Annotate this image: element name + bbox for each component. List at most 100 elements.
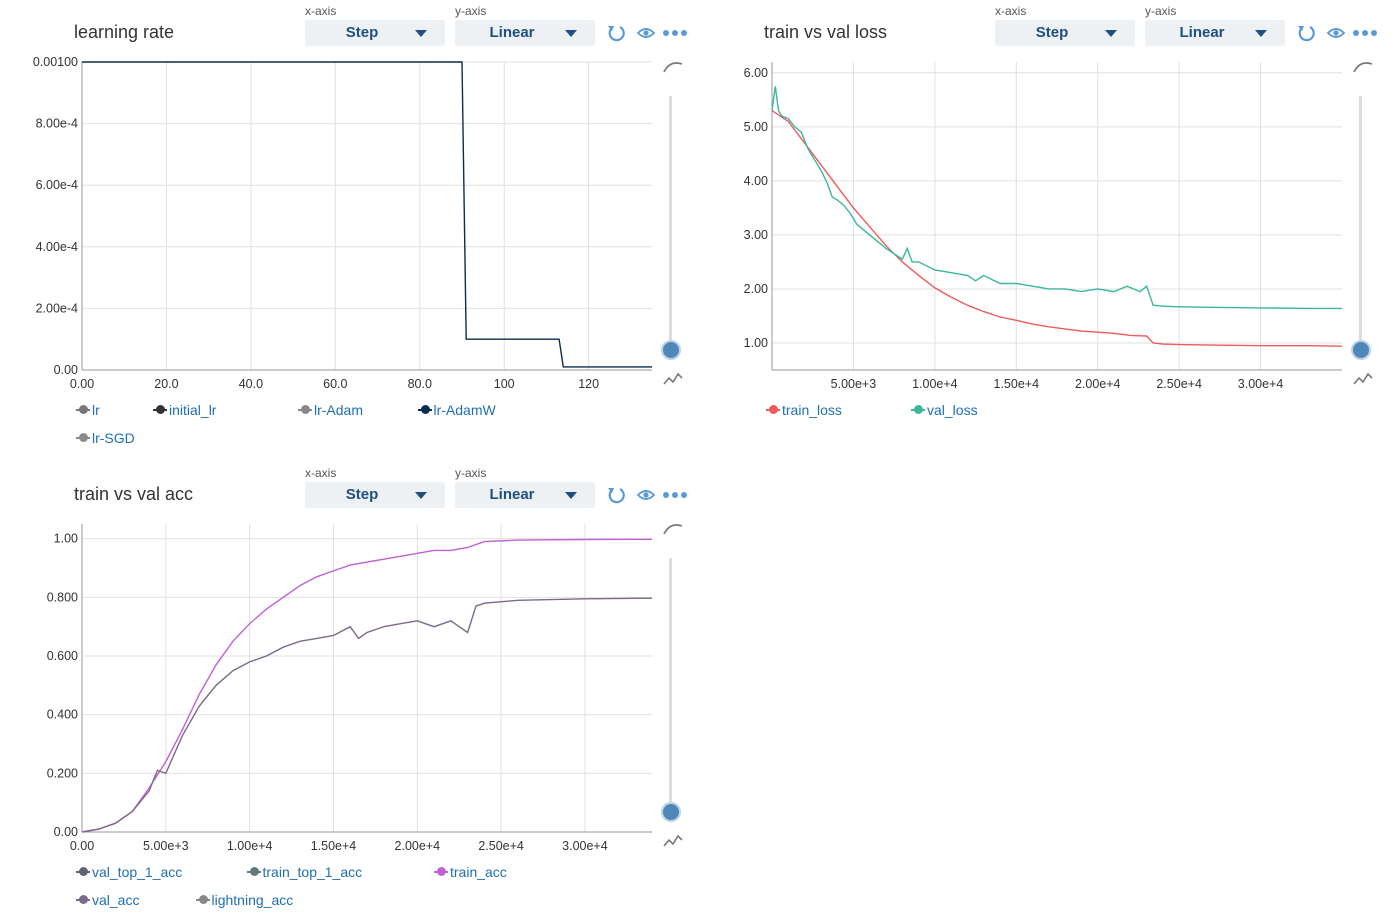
y-axis-dropdown-label: Linear [489,486,535,503]
y-tick-label: 1.00 [54,532,78,546]
x-tick-label: 2.00e+4 [395,839,441,853]
x-tick-label: 80.0 [408,377,432,391]
legend-item-lightning_acc[interactable]: lightning_acc [195,892,294,908]
x-axis-dropdown[interactable]: Step [305,482,445,508]
x-axis-dropdown[interactable]: Step [305,20,445,46]
series-line-lr-AdamW [82,61,652,368]
y-tick-label: 0.200 [47,766,78,780]
legend-dot-icon [301,405,310,414]
legend-item-train_top_1_acc[interactable]: train_top_1_acc [246,864,362,880]
legend-dot-icon [420,405,430,414]
y-tick-label: 4.00 [744,174,768,188]
chart-title: train vs val acc [74,484,194,504]
legend-label: lr [92,402,100,418]
y-axis-caption: y-axis [1145,4,1177,18]
more-icon[interactable] [662,485,688,505]
legend: train_loss val_loss [766,402,1326,426]
x-tick-label: 2.50e+4 [478,839,524,853]
y-tick-label: 1.00 [744,336,768,350]
chevron-down-icon [565,30,577,37]
legend-dot-icon [156,405,165,414]
legend-item-lr-SGD[interactable]: lr-SGD [76,430,135,446]
x-axis-caption: x-axis [995,4,1027,18]
y-axis-dropdown[interactable]: Linear [1145,20,1285,46]
legend-label: val_top_1_acc [92,864,183,880]
y-axis-dropdown[interactable]: Linear [455,482,595,508]
y-tick-label: 4.00e-4 [36,240,78,254]
smoothing-icon[interactable] [662,520,684,538]
y-axis-dropdown[interactable]: Linear [455,20,595,46]
chart-title: train vs val loss [764,22,888,42]
legend-item-initial_lr[interactable]: initial_lr [153,402,216,418]
smoothing-slider-track[interactable] [669,96,672,346]
legend-label: lr-AdamW [433,402,496,418]
slider-handle[interactable] [1351,340,1371,360]
x-tick-label: 1.00e+4 [912,377,958,391]
x-axis-dropdown-label: Step [1035,24,1069,41]
chart-area: 0.00 0.200 0.400 0.600 0.800 1.00 0.00 5.00e+3 1… [47,524,653,853]
legend-item-val_loss[interactable]: val_loss [911,402,978,418]
x-tick-label: 1.50e+4 [994,377,1040,391]
series-line-val_loss [771,86,1342,310]
panel-train-vs-val-loss: train vs val loss x-axis y-axis Step Lin… [690,0,1377,455]
x-axis-dropdown[interactable]: Step [995,20,1135,46]
y-axis-caption: y-axis [455,4,487,18]
x-tick-label: 60.0 [323,377,347,391]
y-tick-label: 5.00 [744,120,768,134]
data-icon[interactable] [662,832,684,850]
x-tick-label: 0.00 [70,377,94,391]
x-tick-label: 1.50e+4 [311,839,357,853]
smoothing-slider-track[interactable] [1359,96,1362,346]
slider-handle[interactable] [661,340,681,360]
panel-learning-rate: learning rate x-axis y-axis Step Linear … [0,0,687,455]
series-line-train_loss [771,110,1343,347]
legend: lr initial_lr lr-Adam lr-AdamW lr-SGD [76,402,636,446]
x-tick-label: 40.0 [239,377,263,391]
chevron-down-icon [415,30,427,37]
slider-handle[interactable] [661,802,681,822]
x-axis-dropdown-label: Step [345,24,379,41]
legend-dot-icon [249,867,259,876]
smoothing-icon[interactable] [662,58,684,76]
legend-label: lr-SGD [92,430,135,446]
legend-item-lr-AdamW[interactable]: lr-AdamW [417,402,496,418]
eye-icon[interactable] [1326,23,1346,43]
x-tick-label: 2.50e+4 [1156,377,1202,391]
x-tick-label: 2.00e+4 [1075,377,1121,391]
y-tick-label: 0.00 [54,825,78,839]
legend-item-train_loss[interactable]: train_loss [766,402,842,418]
y-tick-label: 0.400 [47,708,78,722]
x-axis-caption: x-axis [305,466,337,480]
y-tick-label: 2.00 [744,282,768,296]
eye-icon[interactable] [636,23,656,43]
legend-item-train_acc[interactable]: train_acc [434,864,507,880]
chart-title: learning rate [74,22,175,42]
chart-area: 1.00 2.00 3.00 4.00 5.00 6.00 5.00e+3 1.00e+4 1.… [744,62,1343,391]
smoothing-icon[interactable] [1352,58,1374,76]
data-icon[interactable] [1352,370,1374,388]
reset-icon[interactable] [606,485,626,505]
legend-item-lr-Adam[interactable]: lr-Adam [298,402,363,418]
smoothing-slider-track[interactable] [669,558,672,808]
x-axis-dropdown-label: Step [345,486,379,503]
y-tick-label: 6.00 [744,66,768,80]
y-tick-label: 0.00 [54,363,78,377]
legend-label: initial_lr [169,402,217,418]
y-tick-label: 0.600 [47,649,78,663]
legend-dot-icon [437,867,446,876]
legend-label: lr-Adam [314,402,364,418]
more-icon[interactable] [1352,23,1378,43]
data-icon[interactable] [662,370,684,388]
more-icon[interactable] [662,23,688,43]
legend-label: lightning_acc [211,892,294,908]
reset-icon[interactable] [606,23,626,43]
eye-icon[interactable] [636,485,656,505]
legend-label: train_acc [450,864,507,880]
reset-icon[interactable] [1296,23,1316,43]
legend-item-lr[interactable]: lr [76,402,100,418]
legend-item-val_acc[interactable]: val_acc [76,892,139,908]
legend-item-val_top_1_acc[interactable]: val_top_1_acc [76,864,182,880]
y-axis-caption: y-axis [455,466,487,480]
legend-dot-icon [769,405,778,414]
